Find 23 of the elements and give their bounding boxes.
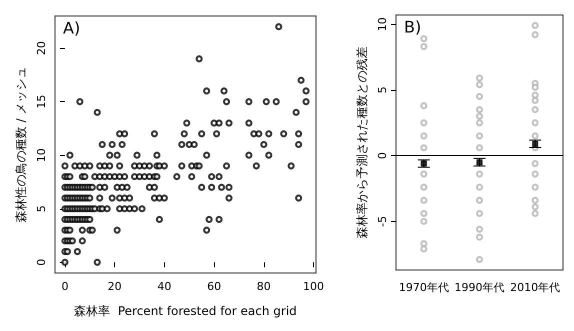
x-tick-label: 1990年代 [454,281,504,294]
y-tick-label: 0 [35,258,48,266]
y-tick-label: 5 [35,205,48,212]
y-axis-title: 森林性の鳥の種数 / メッシュ [14,66,28,222]
x-tick-label: 2010年代 [510,281,560,294]
x-tick-label: 20 [108,280,122,293]
x-tick-label: 1970年代 [398,281,449,294]
y-tick-label: 10 [376,17,389,32]
x-tick-label: 60 [207,280,222,293]
y-axis-title: 森林率から予測された種数との残差 [355,46,369,238]
x-tick-label: 80 [256,280,271,293]
x-axis-title: 森林率 Percent forested for each grid [74,304,297,318]
y-tick-label: 10 [35,148,48,162]
annotation: B) [404,18,422,36]
x-tick-label: 0 [61,280,68,293]
x-tick-label: 40 [157,280,172,293]
y-tick-label: 5 [376,86,389,94]
x-tick-label: 100 [303,280,324,293]
annotation: A) [63,18,80,38]
y-tick-label: 0 [376,152,389,160]
y-tick-label: 15 [35,94,48,109]
y-tick-label: -5 [376,216,389,227]
y-tick-label: 20 [35,41,48,56]
